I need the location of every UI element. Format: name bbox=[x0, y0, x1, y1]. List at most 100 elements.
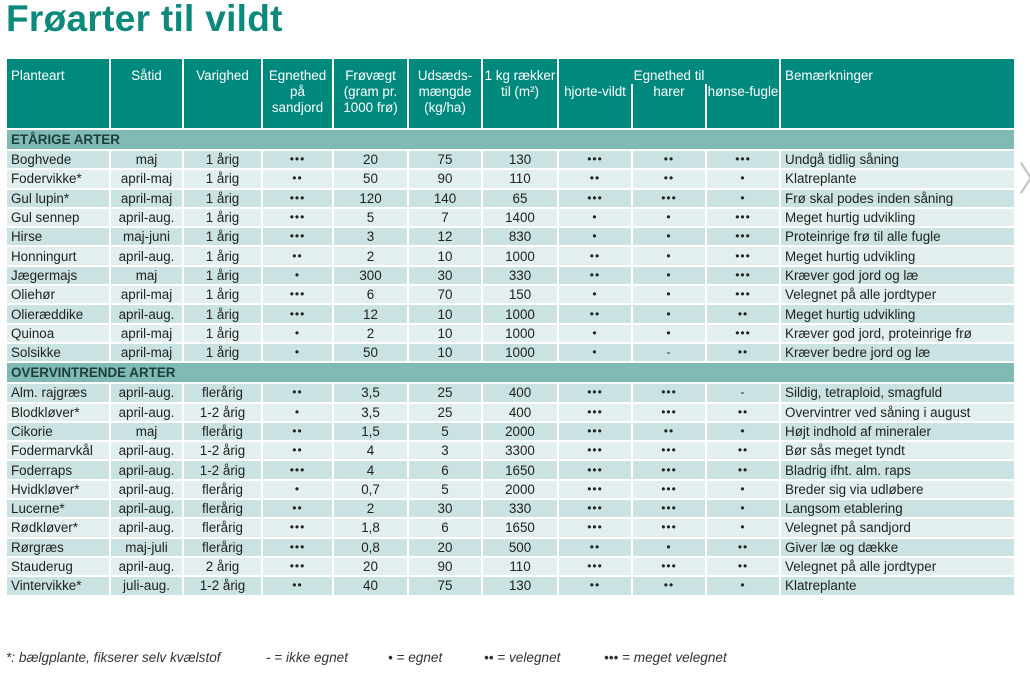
cell-harer: • bbox=[631, 536, 707, 558]
cell-varighed: 1 årig bbox=[182, 303, 263, 325]
legend-meget-velegnet: ••• = meget velegnet bbox=[604, 650, 727, 665]
cell-raekker: 330 bbox=[481, 264, 559, 287]
cell-sandjord: •• bbox=[261, 168, 334, 190]
cell-planteart: Rødkløver* bbox=[5, 517, 111, 539]
cell-raekker: 1000 bbox=[481, 322, 559, 344]
cell-honsefugle: • bbox=[704, 498, 782, 520]
cell-honsefugle: ••• bbox=[704, 322, 782, 344]
cell-bemaerkning: Meget hurtig udvikling bbox=[779, 245, 1016, 267]
cell-varighed: 1 årig bbox=[182, 264, 263, 287]
cell-sandjord: • bbox=[261, 478, 334, 501]
cell-bemaerkning: Breder sig via udløbere bbox=[779, 478, 1016, 501]
cell-bemaerkning: Meget hurtig udvikling bbox=[779, 303, 1016, 325]
cell-bemaerkning: Klatreplante bbox=[779, 168, 1016, 190]
cell-honsefugle: - bbox=[704, 382, 782, 404]
section-row: OVERVINTRENDE ARTER bbox=[5, 361, 1016, 385]
cell-varighed: flerårig bbox=[182, 498, 263, 520]
cell-udsaed: 75 bbox=[407, 148, 483, 171]
cell-hjortevildt: ••• bbox=[557, 148, 633, 171]
cell-froevaegt: 2 bbox=[332, 245, 409, 267]
cell-sandjord: ••• bbox=[261, 536, 334, 558]
table-row: Honningurt april-aug. 1 årig •• 2 10 1000 •• • ••… bbox=[5, 245, 1016, 267]
cell-sandjord: ••• bbox=[261, 555, 334, 578]
cell-udsaed: 30 bbox=[407, 498, 483, 520]
cell-froevaegt: 2 bbox=[332, 322, 409, 344]
chevron-right-icon[interactable]: 〉 bbox=[1018, 152, 1030, 201]
cell-saatid: april-maj bbox=[109, 168, 184, 190]
cell-sandjord: • bbox=[261, 322, 334, 344]
cell-varighed: 1-2 årig bbox=[182, 401, 263, 423]
cell-udsaed: 12 bbox=[407, 226, 483, 248]
cell-varighed: flerårig bbox=[182, 420, 263, 443]
cell-froevaegt: 4 bbox=[332, 459, 409, 481]
cell-froevaegt: 6 bbox=[332, 284, 409, 306]
cell-planteart: Rørgræs bbox=[5, 536, 111, 558]
cell-planteart: Blodkløver* bbox=[5, 401, 111, 423]
table-row: Cikorie maj flerårig •• 1,5 5 2000 ••• •• • Højt i… bbox=[5, 420, 1016, 443]
cell-raekker: 130 bbox=[481, 575, 559, 597]
cell-bemaerkning: Kræver god jord og læ bbox=[779, 264, 1016, 287]
cell-sandjord: •• bbox=[261, 382, 334, 404]
cell-planteart: Solsikke bbox=[5, 341, 111, 364]
cell-raekker: 330 bbox=[481, 498, 559, 520]
cell-varighed: flerårig bbox=[182, 517, 263, 539]
cell-hjortevildt: ••• bbox=[557, 420, 633, 443]
cell-harer: - bbox=[631, 341, 707, 364]
cell-harer: • bbox=[631, 303, 707, 325]
cell-froevaegt: 3,5 bbox=[332, 382, 409, 404]
col-header-planteart: Planteart bbox=[5, 57, 111, 130]
cell-raekker: 830 bbox=[481, 226, 559, 248]
cell-harer: •• bbox=[631, 148, 707, 171]
cell-sandjord: • bbox=[261, 264, 334, 287]
cell-raekker: 110 bbox=[481, 555, 559, 578]
cell-raekker: 1000 bbox=[481, 341, 559, 364]
cell-udsaed: 10 bbox=[407, 245, 483, 267]
cell-honsefugle: • bbox=[704, 420, 782, 443]
table-row: Hirse maj-juni 1 årig ••• 3 12 830 • • ••• Protein… bbox=[5, 226, 1016, 248]
cell-froevaegt: 50 bbox=[332, 168, 409, 190]
cell-harer: • bbox=[631, 226, 707, 248]
cell-froevaegt: 0,8 bbox=[332, 536, 409, 558]
cell-sandjord: ••• bbox=[261, 284, 334, 306]
table-row: Oliehør april-maj 1 årig ••• 6 70 150 • • ••• Vele… bbox=[5, 284, 1016, 306]
cell-honsefugle: •• bbox=[704, 440, 782, 462]
cell-udsaed: 7 bbox=[407, 206, 483, 229]
cell-harer: • bbox=[631, 245, 707, 267]
col-header-udsaedsmaengde: Udsæds-mængde (kg/ha) bbox=[407, 57, 483, 130]
table-row: Jægermajs maj 1 årig • 300 30 330 •• • ••• Kræver … bbox=[5, 264, 1016, 287]
cell-sandjord: ••• bbox=[261, 148, 334, 171]
cell-honsefugle: • bbox=[704, 517, 782, 539]
cell-varighed: 1 årig bbox=[182, 168, 263, 190]
cell-hjortevildt: ••• bbox=[557, 517, 633, 539]
cell-sandjord: • bbox=[261, 401, 334, 423]
cell-planteart: Gul sennep bbox=[5, 206, 111, 229]
cell-harer: ••• bbox=[631, 401, 707, 423]
cell-udsaed: 140 bbox=[407, 187, 483, 209]
cell-planteart: Quinoa bbox=[5, 322, 111, 344]
cell-saatid: maj bbox=[109, 420, 184, 443]
cell-honsefugle: •• bbox=[704, 303, 782, 325]
cell-planteart: Oliehør bbox=[5, 284, 111, 306]
cell-bemaerkning: Undgå tidlig såning bbox=[779, 148, 1016, 171]
cell-harer: •• bbox=[631, 168, 707, 190]
cell-udsaed: 90 bbox=[407, 555, 483, 578]
cell-harer: • bbox=[631, 322, 707, 344]
cell-honsefugle: •• bbox=[704, 341, 782, 364]
cell-varighed: 1 årig bbox=[182, 226, 263, 248]
cell-hjortevildt: ••• bbox=[557, 498, 633, 520]
cell-varighed: 1 årig bbox=[182, 322, 263, 344]
section-label: ETÅRIGE ARTER bbox=[5, 128, 1016, 151]
cell-froevaegt: 3,5 bbox=[332, 401, 409, 423]
cell-harer: • bbox=[631, 284, 707, 306]
cell-udsaed: 10 bbox=[407, 303, 483, 325]
cell-udsaed: 90 bbox=[407, 168, 483, 190]
cell-udsaed: 20 bbox=[407, 536, 483, 558]
cell-saatid: april-aug. bbox=[109, 459, 184, 481]
table-row: Fodermarvkål april-aug. 1-2 årig •• 4 3 3300 ••… bbox=[5, 440, 1016, 462]
cell-hjortevildt: ••• bbox=[557, 459, 633, 481]
cell-udsaed: 10 bbox=[407, 322, 483, 344]
cell-varighed: 1 årig bbox=[182, 206, 263, 229]
col-header-egnethed-til: Egnethed til bbox=[556, 57, 782, 84]
cell-harer: • bbox=[631, 264, 707, 287]
cell-sandjord: ••• bbox=[261, 303, 334, 325]
